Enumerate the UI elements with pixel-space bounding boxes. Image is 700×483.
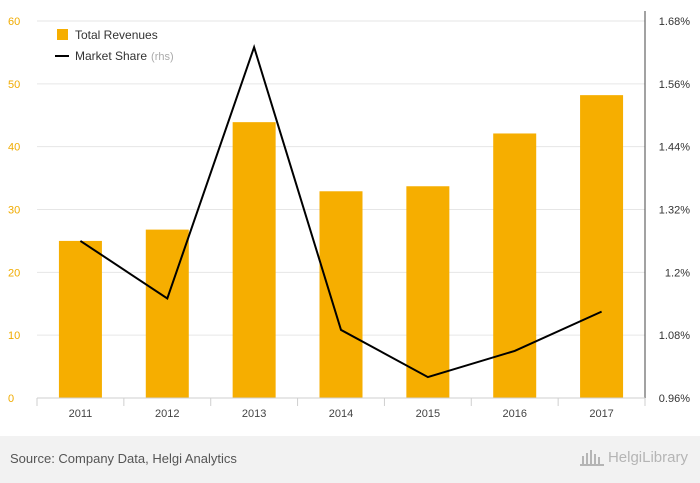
bar-2015[interactable]: [406, 186, 450, 398]
left-axis-tick-label: 0: [8, 393, 14, 405]
right-axis-tick-label: 1.2%: [665, 267, 690, 279]
legend-swatch-total-revenues: [57, 29, 68, 40]
line-series-market-share: [77, 43, 605, 380]
legend-label-market-share[interactable]: Market Share (rhs): [75, 49, 174, 63]
right-axis-tick-label: 1.68%: [659, 16, 690, 28]
right-axis-tick-label: 1.44%: [659, 142, 690, 154]
left-axis-tick-label: 20: [8, 267, 20, 279]
line-point-2012[interactable]: [164, 296, 170, 302]
chart: 0 0.96% 10 1.08% 20 1.2% 30 1.32% 40 1.44% 50 1.56%…: [8, 11, 690, 420]
legend-series-name: Market Share: [75, 49, 147, 63]
legend[interactable]: Total Revenues Market Share (rhs): [55, 28, 174, 63]
line-point-2014[interactable]: [338, 327, 344, 333]
line-point-2013[interactable]: [251, 44, 257, 50]
market-share-line[interactable]: [79, 43, 603, 379]
x-axis-tick-label: 2011: [69, 408, 93, 420]
x-axis-tick-label: 2016: [502, 408, 526, 420]
right-axis-tick-label: 0.96%: [659, 393, 690, 405]
legend-rhs-suffix: (rhs): [151, 51, 174, 63]
left-axis-tick-label: 60: [8, 16, 20, 28]
bar-2016[interactable]: [493, 133, 537, 398]
left-axis-tick-label: 40: [8, 142, 20, 154]
right-axis-tick-label: 1.08%: [659, 330, 690, 342]
line-point-2015[interactable]: [425, 374, 431, 380]
footer: Source: Company Data, Helgi Analytics He…: [0, 436, 700, 483]
x-axis-tick-label: 2015: [416, 408, 440, 420]
left-axis-tick-label: 10: [8, 330, 20, 342]
bar-2013[interactable]: [232, 122, 276, 398]
axes: 0 0.96% 10 1.08% 20 1.2% 30 1.32% 40 1.44% 50 1.56%…: [8, 11, 690, 420]
left-axis-tick-label: 30: [8, 205, 20, 217]
bar-2017[interactable]: [580, 95, 624, 398]
x-axis-tick-label: 2013: [242, 408, 266, 420]
line-point-2016[interactable]: [512, 348, 518, 354]
bar-2014[interactable]: [319, 191, 363, 398]
bar-2011[interactable]: [58, 240, 102, 398]
source-note: Source: Company Data, Helgi Analytics: [10, 451, 237, 466]
bar-series-total-revenues: [58, 95, 624, 398]
brand-name: HelgiLibrary: [607, 448, 688, 466]
line-point-2011[interactable]: [77, 238, 83, 244]
brand-logo[interactable]: HelgiLibrary: [579, 448, 688, 466]
left-axis-tick-label: 50: [8, 79, 20, 91]
legend-label-total-revenues[interactable]: Total Revenues: [75, 28, 158, 42]
right-axis-tick-label: 1.56%: [659, 79, 690, 91]
x-axis-tick-label: 2014: [329, 408, 353, 420]
line-point-2017[interactable]: [599, 309, 605, 315]
x-axis-tick-label: 2012: [155, 408, 179, 420]
x-axis-tick-label: 2017: [589, 408, 613, 420]
helgi-library-logo-icon: [579, 450, 604, 466]
right-axis-tick-label: 1.32%: [659, 205, 690, 217]
